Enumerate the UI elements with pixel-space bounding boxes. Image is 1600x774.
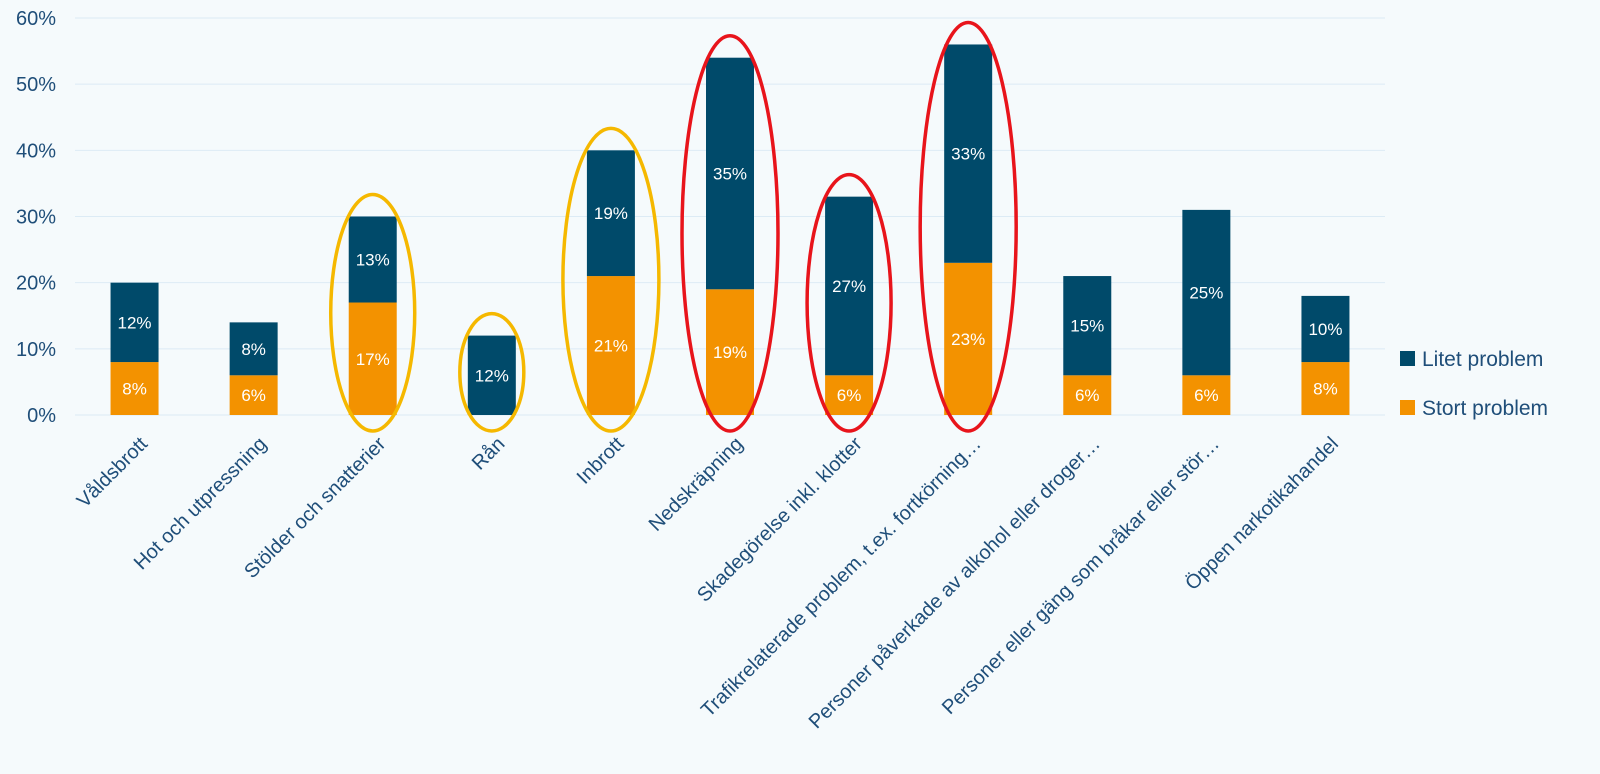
highlight-ellipses [328,20,1018,433]
x-category-label: Inbrott [573,433,629,489]
data-label: 17% [356,350,390,369]
y-tick-label: 0% [27,405,56,427]
bar-segment-stort [944,262,993,415]
y-tick-label: 10% [16,339,56,361]
bar-segment-stort [1301,362,1350,415]
bar-segment-litet [706,57,754,290]
bar-segment-litet [467,335,516,415]
data-label: 21% [594,337,628,356]
data-label: 19% [594,204,628,223]
data-label: 12% [118,313,152,332]
bar-segment-litet [1063,276,1112,376]
y-tick-label: 30% [16,207,56,229]
x-category-label: Personer eller gäng som bråkar eller stö… [938,433,1224,719]
data-label: 8% [241,340,266,359]
highlight-ellipse [561,126,661,433]
legend-swatch [1400,351,1415,366]
bar-segment-stort [229,375,278,415]
bar-segment-litet [825,196,874,376]
data-label: 10% [1308,320,1342,339]
data-label: 27% [832,277,866,296]
bar-segment-stort [586,276,635,415]
bar-segment-litet [110,282,159,363]
bar-segment-stort [1063,375,1112,415]
data-label: 23% [951,330,985,349]
data-label: 35% [713,164,747,183]
bar-segment-litet [229,322,278,376]
legend-label: Litet problem [1422,348,1543,371]
data-label: 6% [241,386,266,405]
y-tick-label: 50% [16,74,56,96]
data-label: 8% [1313,380,1338,399]
bars: 8% 6% 17% 21% 19% 6% 23% 6% 6% 8% 12% 8% 13% 12% 19% 35… [110,44,1350,415]
bar-segment-stort [110,362,159,415]
data-label: 12% [475,366,509,385]
bar-segment-litet [586,150,635,277]
bar-segment-litet [348,216,397,303]
bar-segment-litet [1301,295,1350,363]
highlight-ellipse [805,172,893,433]
y-tick-label: 60% [16,8,56,30]
bar-segment-stort [348,302,397,415]
bar-segment-litet [944,44,993,263]
y-axis: 0% 10% 20% 30% 40% 50% 60% [16,8,56,427]
bar-segment-stort [706,289,754,415]
highlight-ellipse [458,311,526,433]
bar-segment-stort [1182,375,1231,415]
legend: Litet problem Stort problem [1400,348,1548,420]
highlight-ellipse [328,192,417,433]
legend-label: Stort problem [1422,397,1548,420]
highlight-ellipse [918,20,1018,433]
data-label: 15% [1070,317,1104,336]
data-label: 6% [837,386,862,405]
y-tick-label: 20% [16,273,56,295]
data-label: 6% [1075,386,1100,405]
data-label: 19% [713,343,747,362]
bar-segment-stort [825,375,874,415]
x-category-label: Våldsbrott [73,433,153,513]
x-category-label: Hot och utpressning [130,433,271,574]
x-category-label: Nedskräpning [645,433,748,536]
x-category-label: Rån [468,433,510,475]
highlight-ellipse [680,33,780,433]
x-category-label: Trafikrelaterade problem, t.ex. fortkörn… [697,433,986,722]
legend-swatch [1400,400,1415,415]
data-label: 13% [356,251,390,270]
data-label: 8% [122,380,147,399]
y-tick-label: 40% [16,140,56,162]
data-label: 6% [1194,386,1219,405]
data-label: 33% [951,145,985,164]
bar-segment-litet [1182,209,1231,376]
data-label: 25% [1189,284,1223,303]
